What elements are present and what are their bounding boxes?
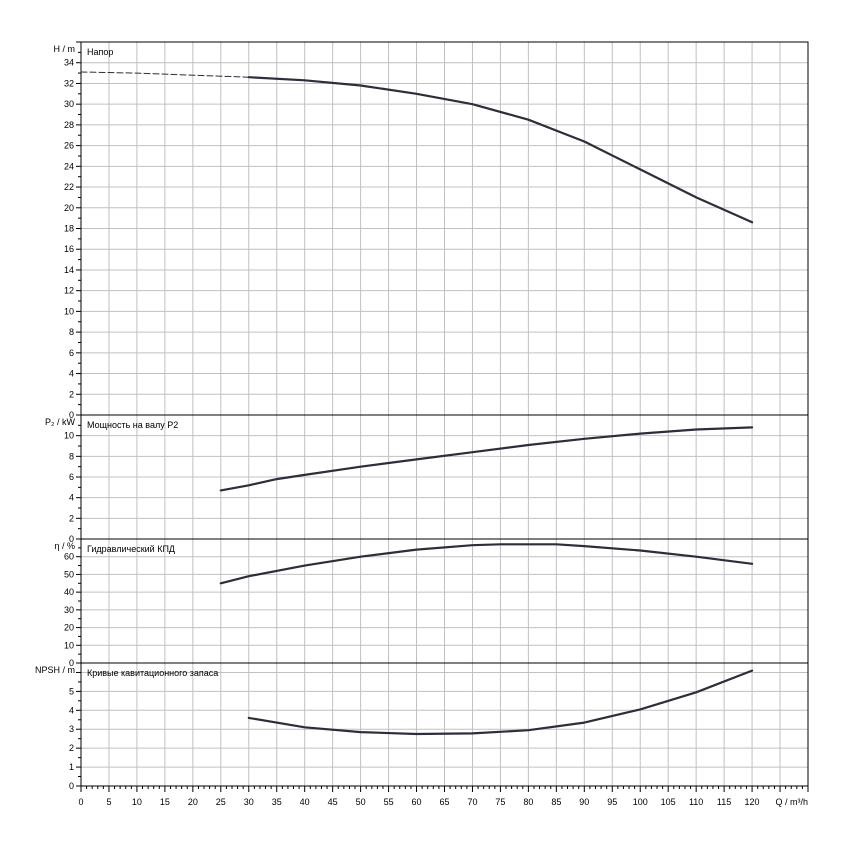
y-tick-label: 5 [69, 686, 74, 696]
y-tick-label: 26 [64, 141, 74, 151]
x-tick-label: 40 [300, 797, 310, 807]
y-tick-label: 14 [64, 265, 74, 275]
x-tick-label: 25 [216, 797, 226, 807]
y-tick-label: 24 [64, 161, 74, 171]
y-tick-label: 20 [64, 623, 74, 633]
y-tick-label: 0 [69, 658, 74, 668]
x-tick-label: 30 [244, 797, 254, 807]
y-tick-label: 28 [64, 120, 74, 130]
x-tick-label: 65 [439, 797, 449, 807]
panel-title: Гидравлический КПД [87, 544, 175, 554]
y-tick-label: 8 [69, 327, 74, 337]
x-tick-label: 70 [467, 797, 477, 807]
y-axis-title: NPSH / m [35, 665, 75, 675]
y-tick-label: 8 [69, 451, 74, 461]
curve-line [219, 426, 754, 492]
y-tick-label: 2 [69, 513, 74, 523]
y-axis-title: η / % [54, 541, 75, 551]
x-tick-label: 105 [661, 797, 676, 807]
x-tick-label: 95 [607, 797, 617, 807]
chart-panel-2: 0 2 4 6 8 10 P₂ / kW Мощность на валу P2 [45, 414, 809, 544]
y-tick-label: 4 [69, 493, 74, 503]
y-tick-label: 6 [69, 472, 74, 482]
y-tick-label: 2 [69, 389, 74, 399]
y-tick-label: 50 [64, 569, 74, 579]
y-tick-label: 32 [64, 78, 74, 88]
y-tick-label: 0 [69, 781, 74, 791]
curve-line [219, 543, 754, 585]
x-tick-label: 100 [633, 797, 648, 807]
x-tick-label: 35 [272, 797, 282, 807]
y-tick-label: 2 [69, 743, 74, 753]
y-tick-label: 16 [64, 244, 74, 254]
y-tick-label: 22 [64, 182, 74, 192]
y-tick-label: 60 [64, 552, 74, 562]
y-tick-label: 12 [64, 286, 74, 296]
panel-title: Мощность на валу P2 [87, 420, 178, 430]
curve-line [247, 669, 754, 736]
y-tick-label: 4 [69, 705, 74, 715]
curve-line [247, 76, 754, 224]
chart-panel-3: 0 10 20 30 40 50 60η / % Гидравлический КПД [54, 538, 809, 668]
x-tick-label: 50 [356, 797, 366, 807]
y-tick-label: 30 [64, 605, 74, 615]
y-tick-label: 3 [69, 724, 74, 734]
y-tick-label: 6 [69, 348, 74, 358]
y-tick-label: 40 [64, 587, 74, 597]
curve-dashed [80, 71, 250, 78]
x-tick-label: 85 [551, 797, 561, 807]
y-tick-label: 18 [64, 224, 74, 234]
y-tick-label: 20 [64, 203, 74, 213]
y-tick-label: 4 [69, 369, 74, 379]
x-tick-label: 75 [495, 797, 505, 807]
x-axis: 0 5 10 15 20 25 30 35 40 45 50 55 60 65 70 75 80 85 90 95 10… [78, 786, 809, 807]
x-tick-label: 60 [412, 797, 422, 807]
x-tick-label: 110 [689, 797, 703, 807]
x-tick-label: 80 [523, 797, 533, 807]
y-axis-title: H / m [54, 44, 76, 54]
panel-title: Кривые кавитационного запаса [87, 668, 218, 678]
x-tick-label: 5 [106, 797, 111, 807]
y-tick-label: 1 [69, 762, 74, 772]
x-tick-label: 10 [132, 797, 142, 807]
x-tick-label: 45 [328, 797, 338, 807]
x-tick-label: 120 [745, 797, 760, 807]
x-tick-label: 90 [579, 797, 589, 807]
y-tick-label: 0 [69, 410, 74, 420]
y-tick-label: 10 [64, 431, 74, 441]
x-tick-label: 55 [384, 797, 394, 807]
x-tick-label: 115 [717, 797, 731, 807]
y-tick-label: 0 [69, 534, 74, 544]
chart-panel-4: 0 1 2 3 4 5 NPSH / m Кривые кавитационного запа… [35, 662, 809, 791]
y-tick-label: 34 [64, 58, 74, 68]
x-tick-label: 20 [188, 797, 198, 807]
y-tick-label: 10 [64, 640, 74, 650]
x-tick-label: 0 [78, 797, 83, 807]
panel-title: Напор [87, 47, 113, 57]
y-tick-label: 30 [64, 99, 74, 109]
x-axis-title: Q / m³/h [775, 797, 808, 807]
x-tick-label: 15 [160, 797, 170, 807]
y-axis-title: P₂ / kW [45, 417, 75, 427]
y-tick-label: 10 [64, 306, 74, 316]
